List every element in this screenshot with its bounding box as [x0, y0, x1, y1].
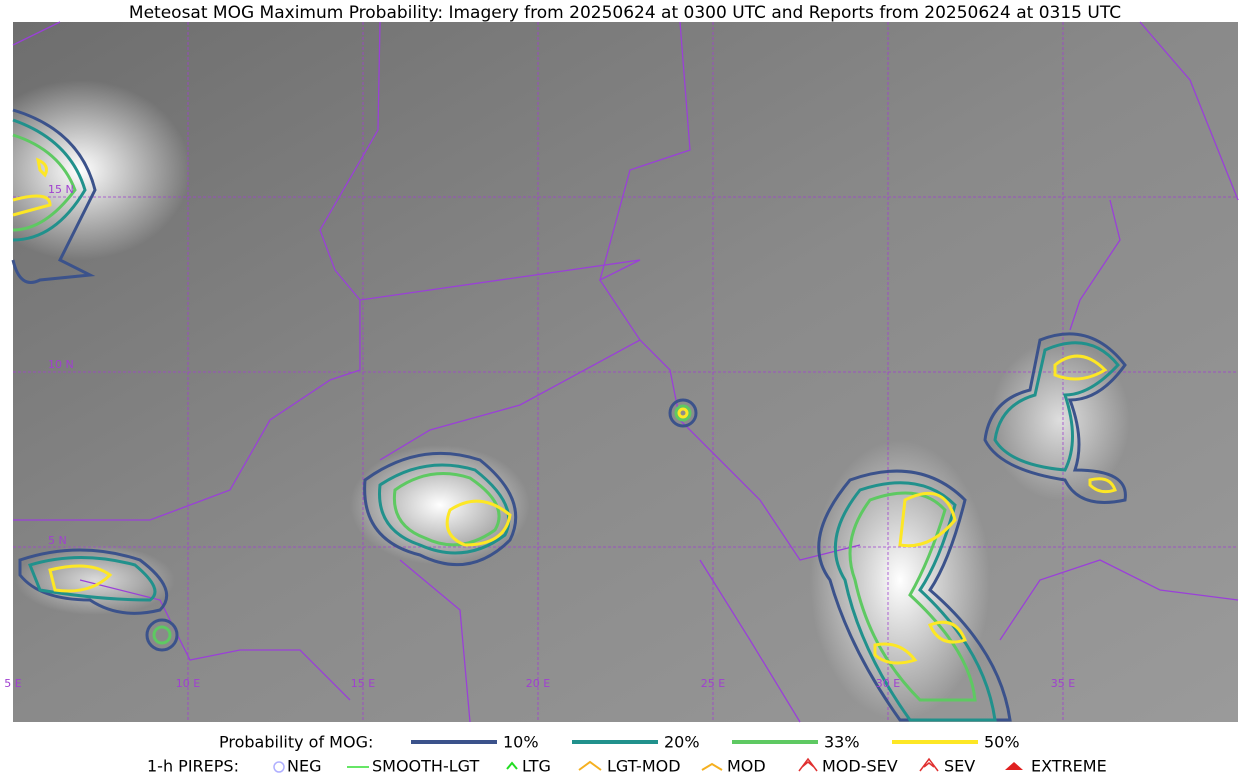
legend-item: MOD-SEV	[822, 757, 898, 776]
legend-label: Probability of MOG:	[219, 733, 373, 752]
map: 15 N 10 N 5 N 5 E 10 E 15 E 20 E 25 E 30…	[0, 21, 1239, 723]
lon-label: 35 E	[1051, 677, 1075, 690]
legend-item: LGT-MOD	[607, 757, 681, 776]
lon-label: 20 E	[526, 677, 550, 690]
legend-item: 50%	[984, 733, 1020, 752]
legend-item: SEV	[944, 757, 975, 776]
lon-label: 30 E	[876, 677, 900, 690]
legend-label: 1-h PIREPS:	[147, 757, 239, 776]
lon-label: 10 E	[176, 677, 200, 690]
legend-item: SMOOTH-LGT	[372, 757, 479, 776]
legend-item: 33%	[824, 733, 860, 752]
legend-item: NEG	[287, 757, 321, 776]
legend-item: 20%	[664, 733, 700, 752]
lon-label: 15 E	[351, 677, 375, 690]
lon-label: 5 E	[4, 677, 21, 690]
lat-label: 15 N	[48, 183, 74, 196]
lat-label: 5 N	[48, 534, 67, 547]
legend-item: 10%	[503, 733, 539, 752]
contours	[11, 108, 1127, 722]
title: Meteosat MOG Maximum Probability: Imager…	[129, 3, 1121, 23]
grid-labels: 15 N 10 N 5 N 5 E 10 E 15 E 20 E 25 E 30…	[4, 183, 1075, 690]
lon-label: 25 E	[701, 677, 725, 690]
legend: Probability of MOG: 10% 20% 33% 50% 1-h …	[147, 733, 1107, 776]
legend-item: LTG	[522, 757, 551, 776]
legend-item: MOD	[727, 757, 766, 776]
lat-label: 10 N	[48, 358, 74, 371]
legend-item: EXTREME	[1031, 757, 1107, 776]
